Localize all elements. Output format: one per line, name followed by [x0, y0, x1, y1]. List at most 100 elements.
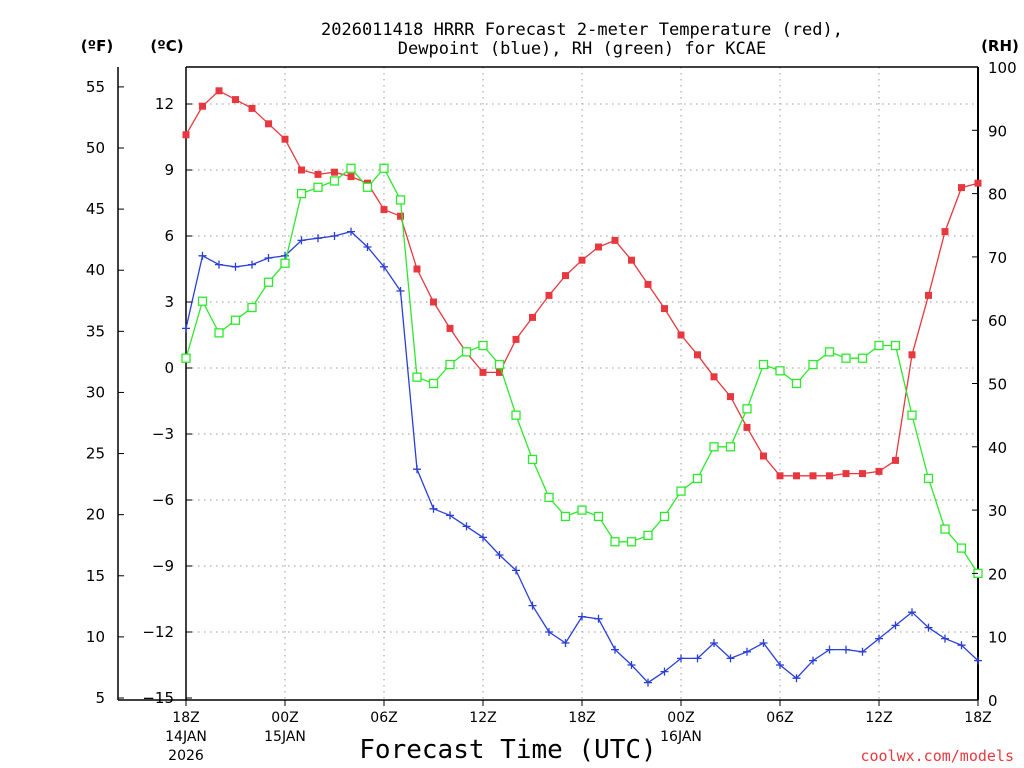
dewpoint-point — [858, 647, 867, 656]
temperature-point — [496, 368, 503, 376]
temperature-point — [958, 184, 965, 192]
rh-point — [181, 353, 191, 363]
rh-tick-label: 50 — [988, 376, 1007, 394]
rh-point — [527, 454, 538, 465]
rh-point — [775, 366, 785, 376]
dewpoint-point — [462, 522, 471, 531]
fahrenheit-unit-label: (ºF) — [81, 37, 113, 55]
temperature-point — [578, 256, 586, 264]
rh-point — [593, 511, 604, 522]
temperature-point — [314, 170, 322, 178]
rh-point — [577, 505, 587, 515]
rh-point — [709, 442, 719, 452]
rh-point — [907, 410, 917, 420]
dewpoint-point — [726, 654, 735, 663]
x-tick-label: 18Z — [964, 710, 991, 726]
temperature-point — [875, 467, 883, 475]
x-date-label: 14JAN — [165, 729, 207, 745]
temperature-point — [529, 313, 536, 321]
dewpoint-point — [908, 608, 916, 617]
rh-unit-label: (RH) — [981, 37, 1019, 55]
fahrenheit-tick-label: 30 — [86, 383, 105, 401]
dewpoint-point — [264, 254, 273, 262]
rh-point — [643, 530, 653, 541]
temperature-point — [710, 373, 718, 381]
temperature-point — [776, 472, 784, 480]
rh-point — [544, 492, 554, 503]
rh-tick-label: 80 — [988, 186, 1007, 204]
dewpoint-point — [281, 251, 289, 260]
rh-point — [841, 353, 851, 363]
dewpoint-point — [446, 511, 454, 520]
rh-point — [626, 537, 637, 547]
rh-point — [692, 473, 703, 484]
rh-tick-label: 100 — [988, 59, 1017, 77]
rh-point — [346, 163, 356, 173]
x-tick-label: 06Z — [766, 710, 793, 726]
rh-tick-label: 70 — [988, 249, 1007, 267]
temperature-point — [892, 456, 899, 464]
temperature-point — [859, 470, 866, 478]
rh-point — [197, 296, 208, 306]
dewpoint-point — [479, 533, 487, 542]
dewpoint-point — [792, 674, 801, 683]
dewpoint-point — [578, 612, 586, 621]
tick-labels: 129630−3−6−9−12−1518Z14JAN202600Z15JAN06… — [86, 59, 1017, 764]
rh-point — [560, 511, 571, 522]
temperature-point — [562, 272, 569, 280]
rh-point — [428, 378, 439, 389]
credit-text: coolwx.com/models — [860, 747, 1014, 765]
temperature-point — [380, 206, 388, 214]
rh-point — [230, 315, 241, 325]
dewpoint-point — [825, 645, 834, 654]
temperature-point — [430, 298, 437, 306]
fahrenheit-tick-label: 5 — [95, 689, 105, 707]
x-date-label: 15JAN — [264, 729, 306, 745]
temperature-point — [908, 351, 916, 359]
rh-point — [412, 372, 422, 382]
dewpoint-point — [974, 656, 982, 665]
dewpoint-point — [330, 232, 339, 240]
dewpoint-point — [710, 639, 718, 647]
rh-point — [263, 277, 274, 287]
dewpoint-point — [594, 614, 603, 623]
rh-point — [461, 347, 472, 357]
rh-point — [791, 378, 802, 389]
dewpoint-point — [644, 678, 652, 687]
dewpoint-point — [743, 647, 751, 656]
dewpoint-point — [231, 262, 240, 271]
celsius-tick-label: 12 — [155, 95, 174, 113]
rh-point — [247, 302, 257, 313]
dewpoint-point — [776, 661, 784, 669]
temperature-point — [545, 291, 553, 299]
fahrenheit-tick-label: 15 — [86, 567, 105, 585]
rh-point — [511, 410, 521, 420]
rh-point — [890, 340, 901, 351]
x-tick-label: 12Z — [469, 710, 496, 726]
celsius-tick-label: −15 — [142, 689, 174, 707]
rh-point — [296, 188, 307, 199]
temperature-point — [842, 470, 850, 478]
fahrenheit-tick-label: 20 — [86, 506, 105, 524]
grid-lines — [186, 67, 978, 700]
rh-point — [923, 473, 934, 484]
x-tick-label: 00Z — [271, 710, 298, 726]
dewpoint-point — [429, 504, 438, 513]
celsius-tick-label: 6 — [164, 227, 174, 245]
celsius-tick-label: −9 — [152, 557, 174, 575]
x-year-label: 2026 — [168, 748, 204, 764]
dewpoint-point — [495, 551, 504, 559]
rh-tick-label: 40 — [988, 439, 1007, 457]
rh-point — [478, 340, 488, 351]
temperature-point — [182, 131, 190, 139]
temperature-point — [248, 104, 256, 112]
dewpoint-point — [347, 227, 355, 236]
dewpoint-point — [842, 645, 850, 654]
temperature-point — [595, 243, 602, 251]
rh-point — [758, 359, 769, 370]
dewpoint-point — [875, 634, 883, 643]
rh-point — [445, 359, 455, 370]
temperature-point — [628, 256, 635, 264]
dewpoint-point — [693, 654, 702, 663]
